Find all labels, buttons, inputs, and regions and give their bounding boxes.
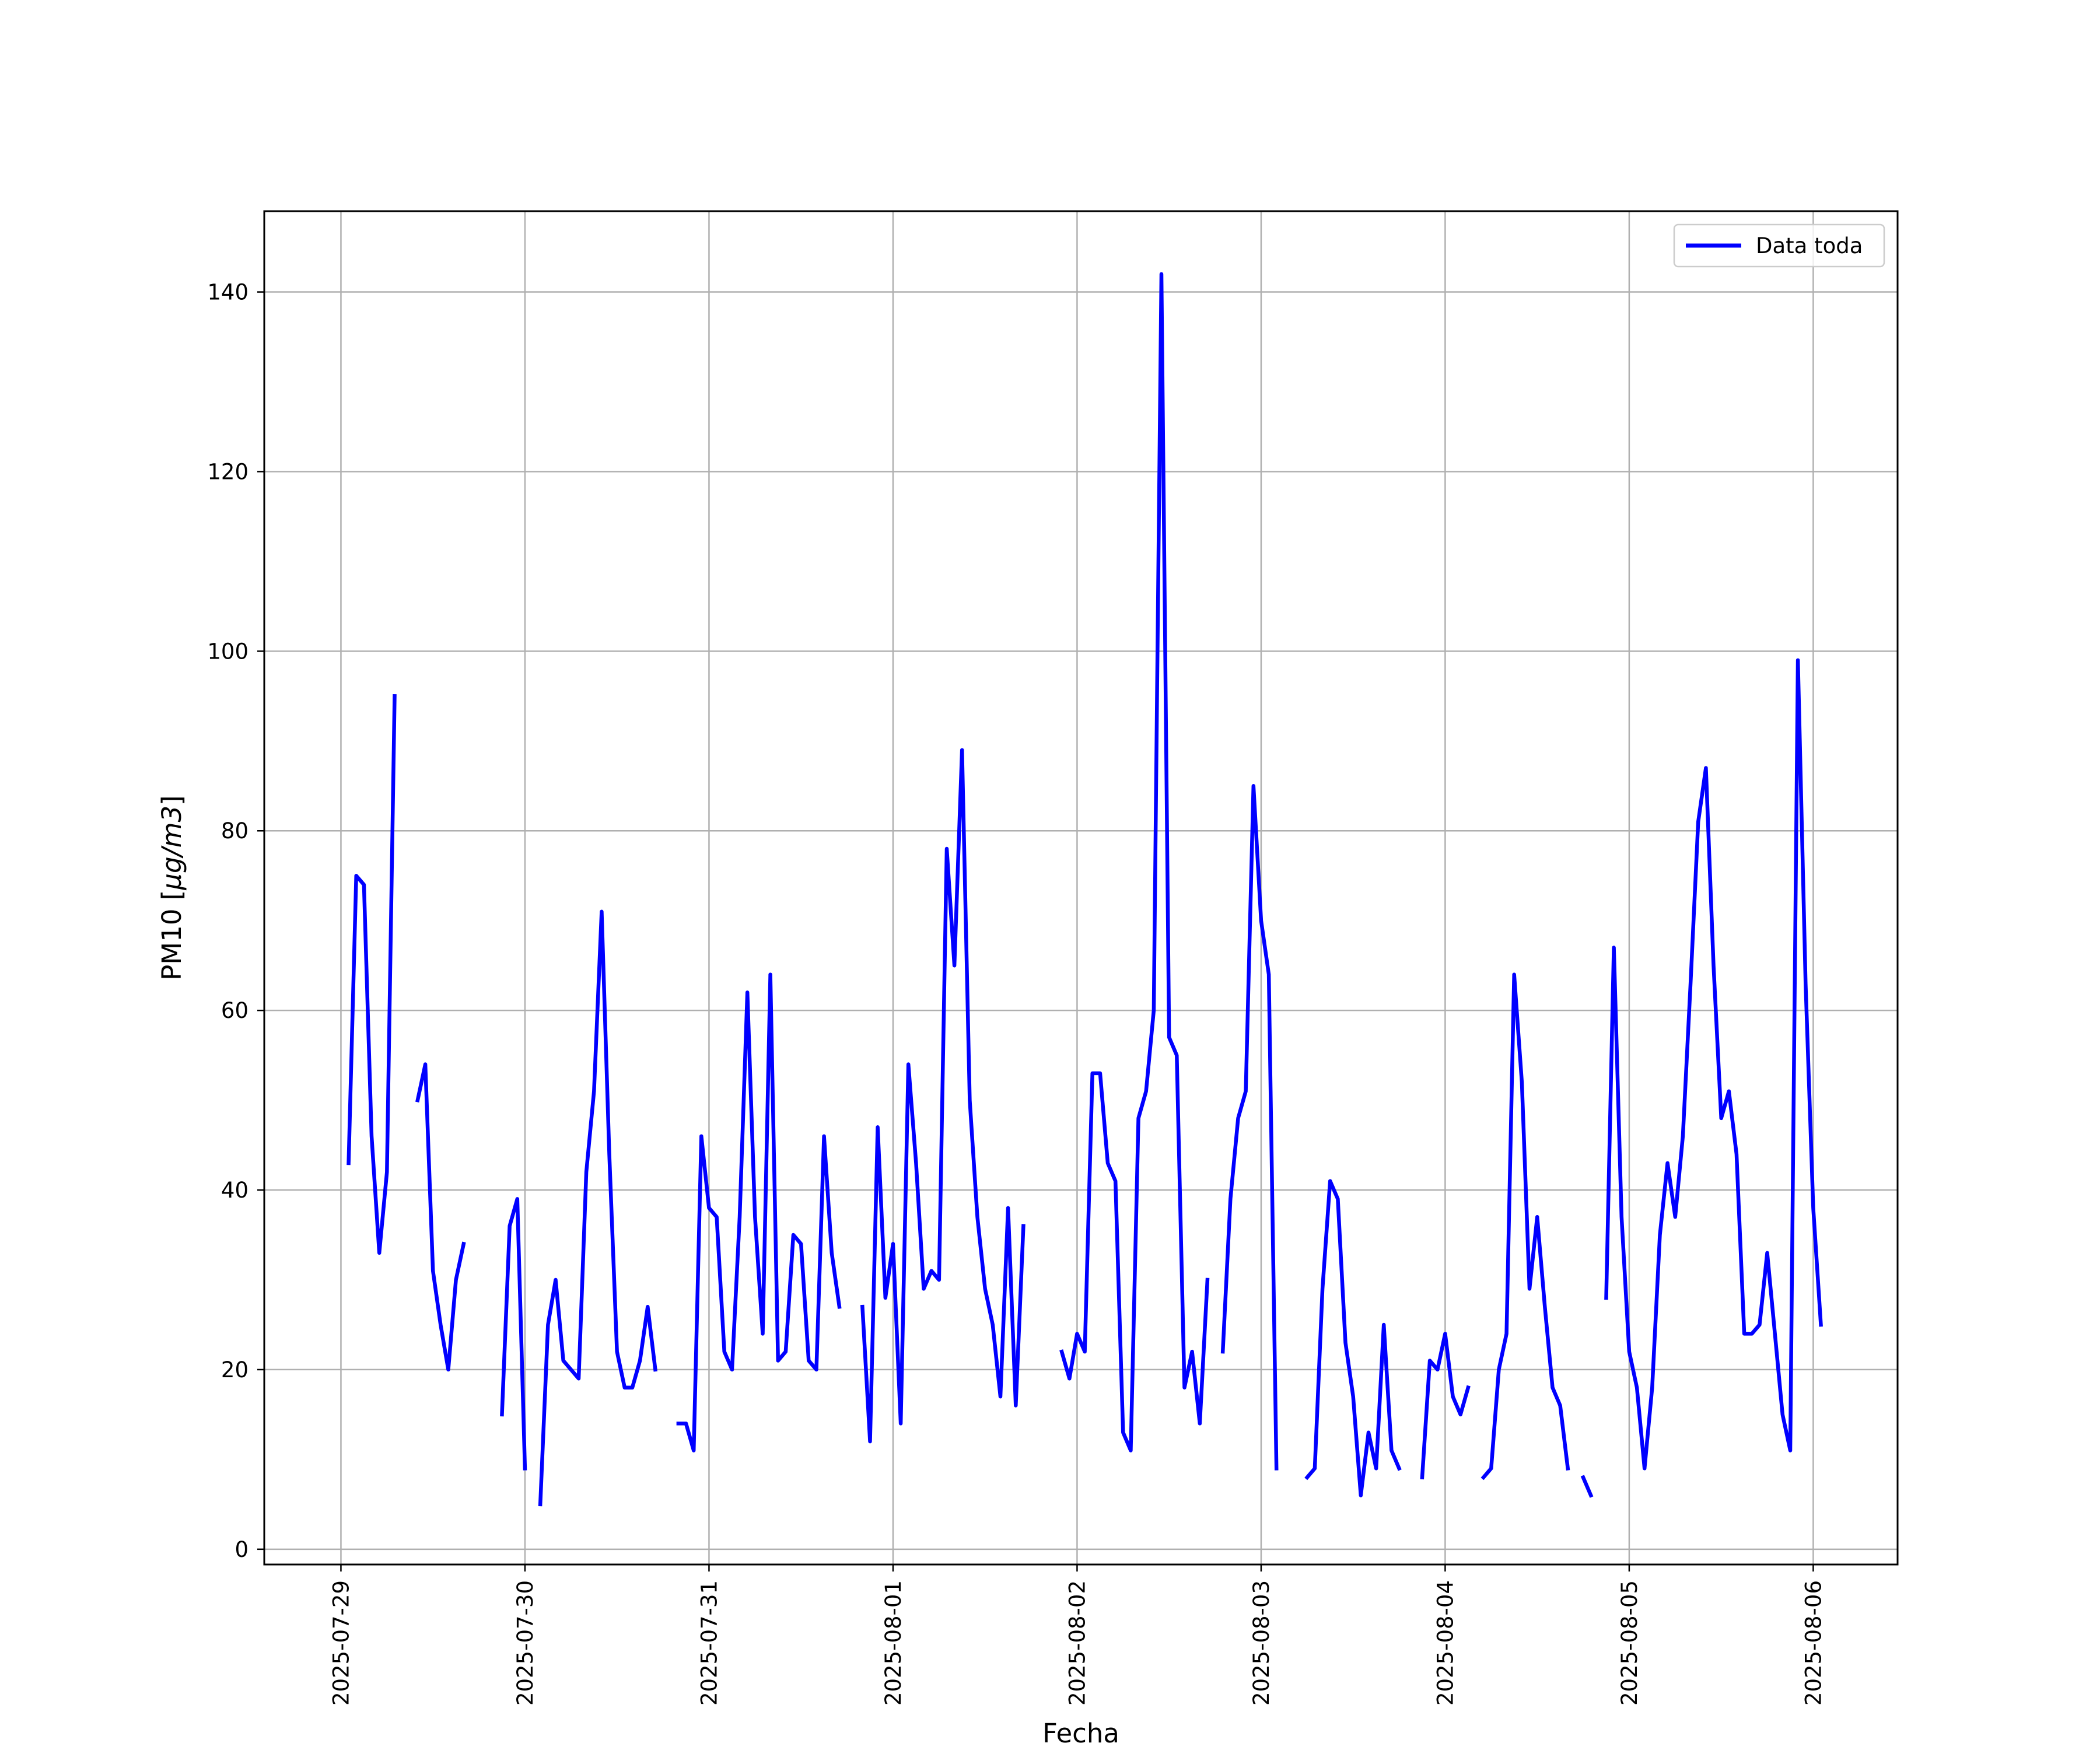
legend-box — [1673, 223, 1885, 268]
series-layer — [346, 272, 1823, 1507]
x-tick-label: 2025-08-02 — [1065, 1580, 1090, 1706]
y-axis-ticks: 0 20 40 60 80 100 120 140 — [207, 280, 264, 1562]
y-tick-label: 20 — [221, 1357, 249, 1382]
legend-label-data-toda: Data toda — [1756, 233, 1863, 258]
y-tick-label: 60 — [221, 998, 249, 1023]
y-axis-label: PM10 [μg/m3] — [156, 795, 187, 980]
legend: Data toda — [1673, 223, 1885, 268]
plot-frame — [263, 210, 1899, 1566]
y-tick-label: 0 — [235, 1537, 249, 1562]
x-tick-label: 2025-08-04 — [1433, 1580, 1458, 1706]
y-tick-label: 140 — [207, 280, 249, 305]
y-tick-label: 120 — [207, 459, 249, 484]
x-tick-label: 2025-07-29 — [328, 1580, 354, 1706]
series-line-data-toda — [346, 272, 1823, 1507]
x-tick-label: 2025-08-06 — [1801, 1580, 1826, 1706]
x-tick-label: 2025-07-31 — [696, 1580, 722, 1706]
x-tick-label: 2025-07-30 — [513, 1580, 538, 1706]
x-axis-label: Fecha — [1042, 1718, 1119, 1749]
y-tick-label: 40 — [221, 1178, 249, 1203]
y-tick-label: 100 — [207, 639, 249, 664]
x-tick-label: 2025-08-05 — [1617, 1580, 1642, 1706]
x-tick-label: 2025-08-01 — [881, 1580, 906, 1706]
x-axis-ticks: 2025-07-29 2025-07-30 2025-07-31 2025-08-01… — [328, 1564, 1826, 1706]
y-tick-label: 80 — [221, 818, 249, 844]
x-tick-label: 2025-08-03 — [1249, 1580, 1274, 1706]
